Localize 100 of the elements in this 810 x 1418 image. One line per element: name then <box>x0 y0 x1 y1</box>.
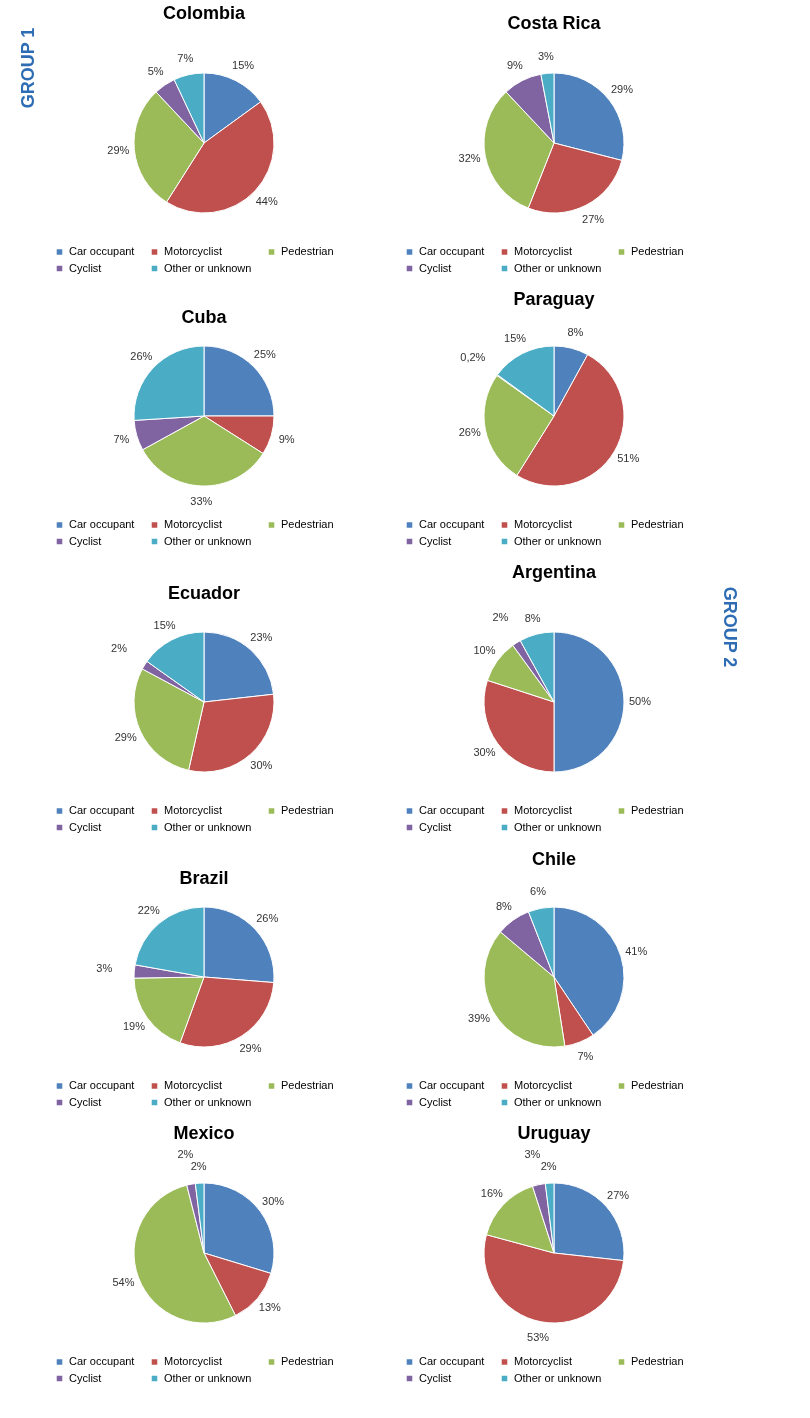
data-label: 3% <box>537 50 555 63</box>
data-label: 7% <box>177 52 194 65</box>
data-label: 30% <box>262 1194 285 1207</box>
legend-label: Motorcyclist <box>514 244 573 257</box>
data-label: 15% <box>232 59 255 72</box>
data-label: 6% <box>530 885 547 898</box>
data-label: 22% <box>137 904 160 917</box>
chart-title: Ecuador <box>167 583 241 604</box>
legend-label: Motorcyclist <box>164 1354 223 1367</box>
legend-label: Car occupant <box>69 803 135 816</box>
legend-label: Pedestrian <box>631 244 684 257</box>
legend-label: Pedestrian <box>631 517 684 530</box>
chart-title: Costa Rica <box>507 13 602 34</box>
legend-label: Motorcyclist <box>514 517 573 530</box>
data-label: 26% <box>130 350 153 363</box>
legend-label: Pedestrian <box>281 803 334 816</box>
data-label: 19% <box>122 1019 146 1032</box>
data-label: 7% <box>113 432 130 445</box>
data-label: 7% <box>577 1050 594 1063</box>
data-label: 26% <box>256 911 279 924</box>
legend-label: Motorcyclist <box>514 1354 573 1367</box>
legend-label: Pedestrian <box>281 244 334 257</box>
legend-label: Other or unknown <box>514 534 602 547</box>
legend-label: Cyclist <box>419 1371 452 1384</box>
data-label: 54% <box>112 1276 135 1289</box>
data-label: 2% <box>190 1160 207 1173</box>
legend-label: Cyclist <box>69 820 102 833</box>
chart-title: Cuba <box>181 307 228 327</box>
data-label: 15% <box>153 618 176 631</box>
legend-label: Car occupant <box>69 1354 135 1367</box>
data-label: 51% <box>617 452 640 465</box>
chart-title: Paraguay <box>513 289 595 310</box>
data-label: 8% <box>524 611 541 624</box>
data-label: 5% <box>147 64 164 77</box>
legend-label: Cyclist <box>419 1095 452 1108</box>
legend-label: Other or unknown <box>514 261 602 274</box>
data-label: 16% <box>480 1186 504 1199</box>
data-label: 44% <box>255 194 278 207</box>
data-label: 29% <box>239 1042 262 1055</box>
legend-label: Car occupant <box>69 517 135 530</box>
legend-label: Motorcyclist <box>164 803 223 816</box>
data-label: 3% <box>96 962 113 975</box>
legend-label: Car occupant <box>419 803 485 816</box>
data-label: 15% <box>504 332 527 345</box>
legend-label: Other or unknown <box>514 820 602 833</box>
legend-label: Car occupant <box>69 1078 135 1091</box>
data-label: 8% <box>495 900 513 913</box>
chart-title: Brazil <box>179 868 229 888</box>
data-label: 32% <box>458 152 481 165</box>
legend-label: Cyclist <box>419 820 452 833</box>
data-label: 2% <box>492 610 509 623</box>
legend-label: Car occupant <box>419 517 485 530</box>
legend-label: Cyclist <box>69 534 102 547</box>
legend-label: Other or unknown <box>164 820 252 833</box>
legend-label: Other or unknown <box>164 1371 252 1384</box>
data-label: 29% <box>610 83 634 96</box>
chart-title: Colombia <box>162 3 246 24</box>
chart-title: Chile <box>531 848 577 869</box>
legend-label: Motorcyclist <box>164 244 223 257</box>
legend-label: Other or unknown <box>164 1095 252 1108</box>
text: GROUP 1 <box>18 27 38 109</box>
data-label: 2% <box>540 1160 557 1173</box>
chart-title: Uruguay <box>517 1123 591 1144</box>
data-label: 29% <box>107 144 130 157</box>
legend-label: Other or unknown <box>164 261 252 274</box>
legend-label: Car occupant <box>69 244 135 257</box>
data-label: 3% <box>524 1148 541 1161</box>
data-label: 8% <box>567 325 584 338</box>
legend-label: Pedestrian <box>631 1354 684 1367</box>
legend-label: Car occupant <box>419 244 485 257</box>
legend-label: Other or unknown <box>514 1095 602 1108</box>
legend-label: Pedestrian <box>281 1078 334 1091</box>
data-label: 29% <box>114 730 137 743</box>
legend-label: Motorcyclist <box>514 1078 573 1091</box>
data-label: 30% <box>250 759 273 772</box>
legend-label: Cyclist <box>69 1371 102 1384</box>
data-label: 33% <box>190 494 213 507</box>
legend-label: Pedestrian <box>631 1078 684 1091</box>
legend-label: Pedestrian <box>281 517 334 530</box>
legend-label: Motorcyclist <box>514 803 573 816</box>
data-label: 26% <box>458 425 481 438</box>
data-label: 2% <box>177 1147 194 1160</box>
data-label: 30% <box>473 745 496 758</box>
legend-label: Motorcyclist <box>164 1078 223 1091</box>
data-label: 9% <box>278 432 295 445</box>
data-label: 27% <box>607 1188 630 1201</box>
legend-label: Car occupant <box>419 1354 485 1367</box>
data-label: 39% <box>468 1012 491 1025</box>
legend-label: Motorcyclist <box>164 517 223 530</box>
data-label: 10% <box>473 644 496 657</box>
chart-title: Mexico <box>173 1123 235 1144</box>
data-label: 25% <box>253 348 277 361</box>
legend-label: Cyclist <box>419 534 452 547</box>
data-label: 27% <box>582 212 605 225</box>
data-label: 2% <box>111 642 128 655</box>
data-label: 50% <box>628 695 652 707</box>
legend-label: Other or unknown <box>514 1371 602 1384</box>
legend-label: Cyclist <box>419 261 452 274</box>
legend-label: Other or unknown <box>164 534 252 547</box>
data-label: 23% <box>250 630 273 643</box>
